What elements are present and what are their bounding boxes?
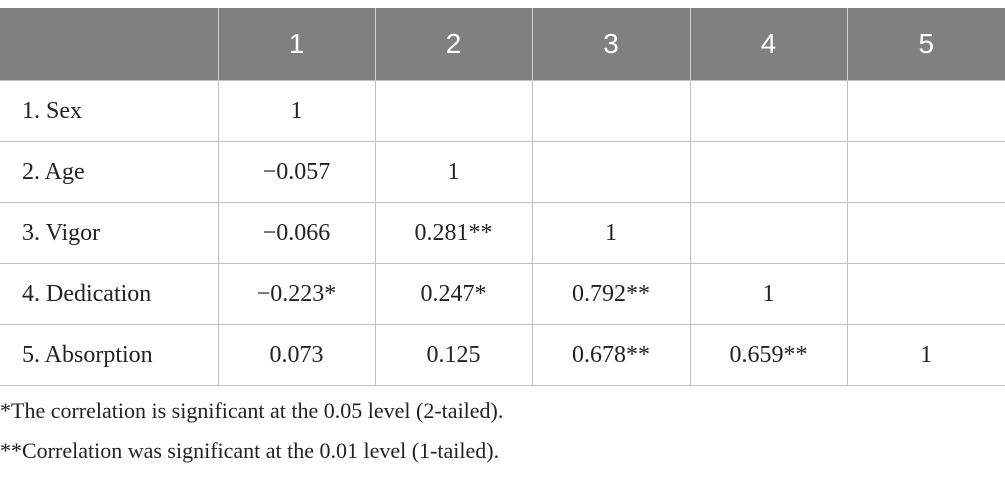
empty-cell bbox=[846, 80, 1005, 142]
table-row: 2. Age −0.057 1 bbox=[0, 141, 1005, 203]
footnote: **Correlation was significant at the 0.0… bbox=[0, 438, 500, 463]
column-header: 3 bbox=[531, 8, 690, 81]
column-header: 1 bbox=[217, 8, 375, 81]
column-header: 2 bbox=[374, 8, 532, 81]
table-row: 4. Dedication −0.223* 0.247* 0.792** 1 bbox=[0, 263, 1005, 325]
cell: 0.678** bbox=[531, 324, 691, 386]
cell: −0.066 bbox=[217, 202, 376, 264]
table-row: 1. Sex 1 bbox=[0, 80, 1005, 142]
header-cell bbox=[0, 8, 218, 81]
row-label: 1. Sex bbox=[0, 80, 219, 142]
row-label: 3. Vigor bbox=[0, 202, 219, 264]
row-label: 4. Dedication bbox=[0, 263, 219, 325]
footnote: *The correlation is significant at the 0… bbox=[0, 398, 504, 423]
column-header: 4 bbox=[689, 8, 847, 81]
cell: 0.281** bbox=[374, 202, 533, 264]
cell: 0.073 bbox=[217, 324, 376, 386]
empty-cell bbox=[689, 141, 848, 203]
empty-cell bbox=[374, 80, 533, 142]
table-row: 5. Absorption 0.073 0.125 0.678** 0.659** 1 bbox=[0, 324, 1005, 386]
cell: 0.659** bbox=[689, 324, 848, 386]
cell: 0.792** bbox=[531, 263, 691, 325]
cell: 1 bbox=[374, 141, 533, 203]
cell: −0.057 bbox=[217, 141, 376, 203]
empty-cell bbox=[531, 141, 691, 203]
empty-cell bbox=[846, 263, 1005, 325]
cell: −0.223* bbox=[217, 263, 376, 325]
row-label: 2. Age bbox=[0, 141, 219, 203]
table-body: 1. Sex 1 2. Age −0.057 1 3. Vigor −0.066 0.281*… bbox=[0, 80, 1005, 386]
column-header: 5 bbox=[846, 8, 1005, 81]
cell: 0.247* bbox=[374, 263, 533, 325]
empty-cell bbox=[846, 202, 1005, 264]
empty-cell bbox=[531, 80, 691, 142]
cell: 1 bbox=[689, 263, 848, 325]
cell: 1 bbox=[846, 324, 1005, 386]
empty-cell bbox=[689, 80, 848, 142]
empty-cell bbox=[689, 202, 848, 264]
table-row: 3. Vigor −0.066 0.281** 1 bbox=[0, 202, 1005, 264]
cell: 0.125 bbox=[374, 324, 533, 386]
cell: 1 bbox=[531, 202, 691, 264]
empty-cell bbox=[846, 141, 1005, 203]
row-label: 5. Absorption bbox=[0, 324, 219, 386]
cell: 1 bbox=[217, 80, 376, 142]
